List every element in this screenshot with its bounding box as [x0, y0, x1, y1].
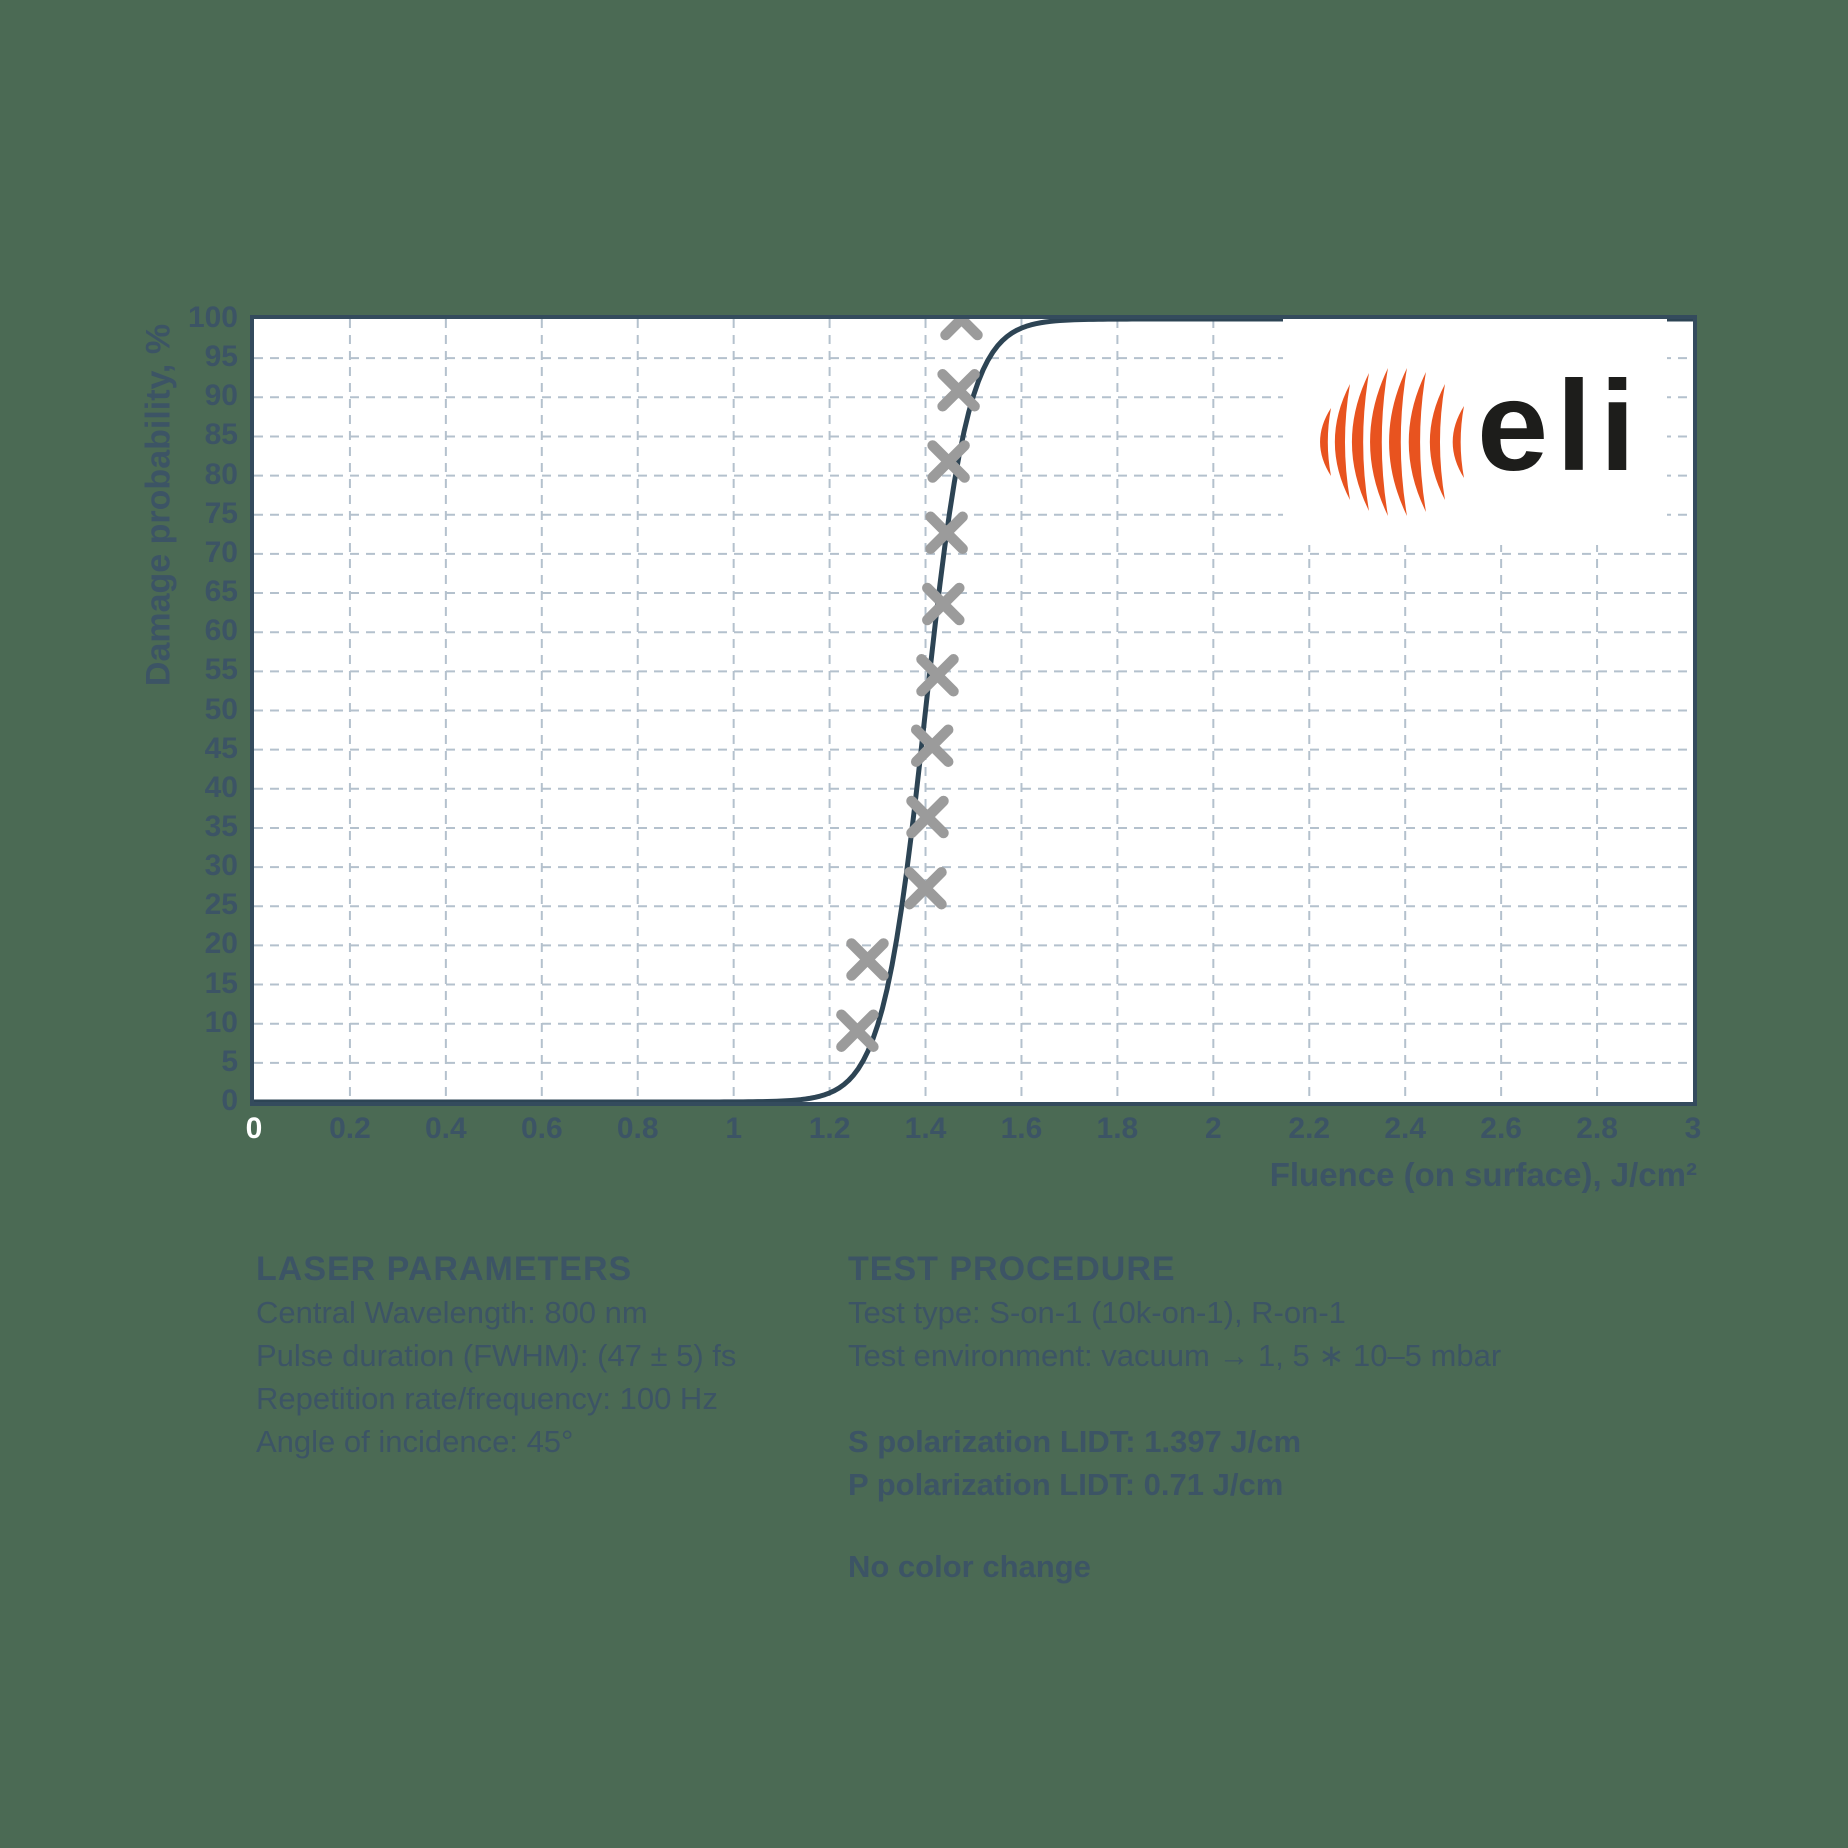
x-tick-label: 2.2 [1288, 1112, 1331, 1145]
x-tick-label: 1.6 [1000, 1112, 1043, 1145]
pulse-arc-icon [1408, 372, 1426, 512]
data-point-marker [940, 319, 983, 341]
x-tick-label: 1 [725, 1112, 742, 1145]
laser-parameter-line: Central Wavelength: 800 nm [256, 1295, 648, 1330]
x-tick-label: 2.4 [1384, 1112, 1427, 1145]
pulse-arc-icon [1429, 384, 1445, 500]
damage-probability-chart [254, 319, 1693, 1102]
test-procedure-line [848, 1377, 1501, 1420]
plot-canvas: eli [254, 319, 1693, 1102]
test-procedure-line: P polarization LIDT: 0.71 J/cm [848, 1467, 1284, 1502]
y-tick-label: 55 [204, 653, 238, 687]
laser-parameters-heading: LASER PARAMETERS [256, 1250, 633, 1288]
data-point-marker [916, 654, 959, 697]
test-procedure-line: Test environment: vacuum → 1, 5 ∗ 10–5 m… [848, 1338, 1502, 1373]
x-tick-label: 0.6 [520, 1112, 563, 1145]
y-tick-label: 50 [204, 692, 238, 726]
x-tick-label: 1.4 [904, 1112, 947, 1145]
x-tick-label: 3 [1684, 1112, 1702, 1145]
data-point-marker [925, 511, 968, 555]
y-tick-label: 85 [204, 418, 238, 452]
y-tick-label: 35 [204, 809, 238, 843]
laser-parameter-line: Repetition rate/frequency: 100 Hz [256, 1381, 718, 1416]
test-procedure-line: S polarization LIDT: 1.397 J/cm [848, 1424, 1302, 1459]
data-point-marker [904, 866, 947, 910]
x-tick-label: 0 [245, 1112, 263, 1145]
y-tick-label: 40 [204, 770, 238, 804]
y-tick-label: 45 [204, 731, 238, 765]
data-point-marker [922, 582, 965, 626]
y-tick-label: 80 [204, 457, 238, 491]
laser-parameter-line: Angle of incidence: 45° [256, 1424, 574, 1459]
x-axis-title: Fluence (on surface), J/cm² [1269, 1156, 1697, 1193]
x-tick-label: 0.8 [616, 1112, 659, 1145]
y-tick-label: 25 [204, 888, 238, 922]
eli-logo: eli [1283, 319, 1667, 545]
pulse-arc-icon [1320, 408, 1331, 476]
color-change-note: No color change [848, 1549, 1091, 1584]
pulse-arc-icon [1351, 373, 1369, 511]
x-tick-label: 2.8 [1576, 1112, 1618, 1145]
x-tick-label: 2 [1204, 1112, 1222, 1145]
pulse-arc-icon [1334, 384, 1350, 500]
fit-curve [254, 319, 1693, 1102]
data-points [836, 319, 983, 1052]
data-point-marker [937, 369, 980, 412]
data-point-marker [906, 795, 949, 839]
y-tick-label: 5 [221, 1044, 238, 1078]
data-point-marker [836, 1009, 879, 1052]
data-point-marker [910, 724, 954, 767]
x-tick-label: 1.2 [808, 1112, 851, 1145]
test-procedure-heading: TEST PROCEDURE [848, 1250, 1176, 1288]
laser-parameters-lines: Central Wavelength: 800 nm Pulse duration… [256, 1291, 736, 1463]
data-point-marker [927, 440, 970, 483]
x-tick-label: 0.4 [425, 1112, 467, 1145]
y-tick-label: 10 [204, 1005, 238, 1039]
y-tick-label: 65 [204, 575, 238, 609]
x-tick-label: 1.8 [1096, 1112, 1139, 1145]
eli-logo-text: eli [1477, 355, 1644, 498]
y-tick-label: 100 [187, 301, 238, 334]
y-tick-label: 60 [204, 614, 238, 648]
y-tick-label: 15 [204, 966, 238, 1000]
data-point-marker [846, 938, 889, 981]
test-procedure-line: Test type: S-on-1 (10k-on-1), R-on-1 [848, 1295, 1346, 1330]
laser-pulse-arcs-icon [1320, 368, 1464, 516]
pulse-arc-icon [1370, 368, 1388, 516]
pulse-arc-icon [1452, 406, 1464, 478]
y-tick-label: 30 [204, 849, 238, 883]
y-tick-label: 95 [204, 340, 238, 374]
x-tick-label: 0.2 [329, 1112, 371, 1145]
plot-area: eli [250, 315, 1697, 1106]
pulse-arc-icon [1389, 368, 1407, 516]
x-tick-label: 2.6 [1480, 1112, 1522, 1145]
y-tick-label: 90 [204, 379, 238, 413]
y-tick-label: 75 [204, 496, 238, 530]
y-tick-label: 20 [204, 927, 238, 961]
laser-parameter-line: Pulse duration (FWHM): (47 ± 5) fs [256, 1338, 737, 1373]
test-procedure-lines: Test type: S-on-1 (10k-on-1), R-on-1 Test… [848, 1291, 1501, 1506]
y-tick-label: 0 [221, 1084, 238, 1117]
y-tick-label: 70 [204, 535, 238, 569]
